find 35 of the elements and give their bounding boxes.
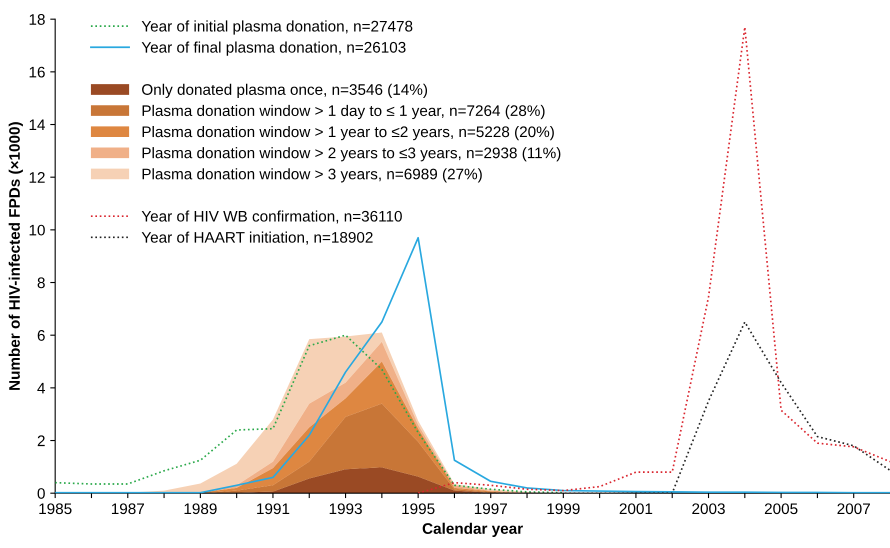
line-series (454, 321, 890, 494)
x-axis-title: Calendar year (422, 522, 523, 537)
y-tick-label: 12 (30, 172, 45, 183)
legend-label: Only donated plasma once, n=3546 (14%) (142, 84, 428, 98)
y-tick-label: 18 (30, 14, 45, 25)
y-tick-label: 10 (30, 224, 45, 236)
x-tick-label: 1999 (548, 503, 580, 514)
x-tick-label: 2001 (620, 503, 652, 514)
x-tick-label: 1993 (330, 503, 362, 514)
x-tick-label: 1987 (112, 503, 144, 514)
y-tick-label: 2 (38, 435, 45, 446)
legend-label: Year of HIV WB confirmation, n=36110 (142, 210, 402, 224)
legend-label: Plasma donation window > 3 years, n=6989 (27%) (142, 168, 482, 182)
y-tick-label: 8 (38, 277, 45, 288)
x-tick-label: 1985 (39, 503, 72, 514)
x-tick-label: 2003 (692, 503, 725, 514)
y-tick-label: 4 (37, 382, 46, 394)
y-axis-title: Number of HIV-infected FPDs (×1000) (8, 122, 23, 390)
legend-label: Plasma donation window > 1 year to ≤2 years, n=5228 (20%) (142, 126, 554, 140)
y-tick-label: 0 (38, 488, 45, 499)
x-tick-label: 1991 (257, 503, 290, 514)
x-tick-label: 1995 (402, 503, 434, 514)
x-tick-label: 1997 (474, 503, 507, 514)
legend-label: Year of HAART initiation, n=18902 (142, 232, 373, 245)
legend-label: Year of final plasma donation, n=26103 (142, 42, 406, 56)
x-tick-label: 2007 (837, 503, 870, 514)
legend-label: Plasma donation window > 1 day to ≤ 1 year, n=7264 (28%) (142, 104, 545, 120)
y-tick-label: 16 (30, 66, 45, 78)
y-tick-label: 14 (30, 120, 46, 130)
x-tick-label: 1989 (184, 503, 217, 514)
y-tick-label: 6 (38, 330, 45, 341)
legend-label: Plasma donation window > 2 years to ≤3 years, n=2938 (11%) (142, 147, 560, 162)
line-series (55, 334, 564, 494)
legend-label: Year of initial plasma donation, n=27478 (142, 20, 412, 35)
x-tick-label: 2005 (764, 503, 798, 514)
